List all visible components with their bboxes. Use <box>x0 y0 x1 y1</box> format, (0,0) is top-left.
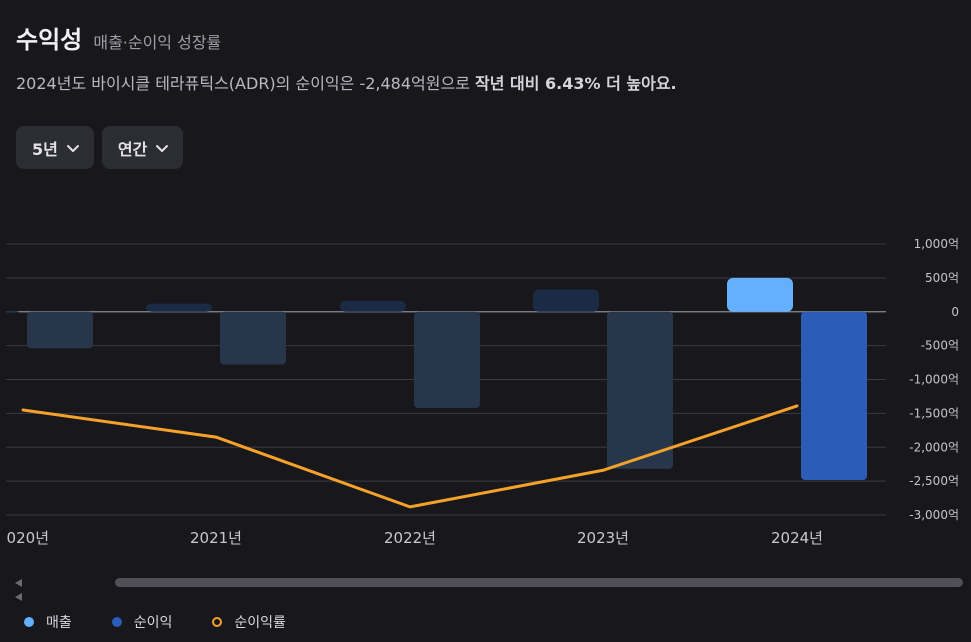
net-income-bar <box>801 311 867 481</box>
summary-prefix: 2024년도 바이시클 테라퓨틱스(ADR)의 순이익은 -2,484억원으로 <box>16 74 475 93</box>
legend-item-net-income: 순이익 <box>111 612 173 632</box>
revenue-bar <box>6 311 19 314</box>
y-tick-label: 0 <box>951 305 959 319</box>
summary-highlight: 작년 대비 6.43% 더 높아요. <box>475 74 677 93</box>
profitability-chart: 1,000억 500억 0 -500억 -1,000억 -1,500억 -2,000억 -2,… <box>0 237 959 547</box>
net-margin-line <box>21 404 799 509</box>
plot-area: 2020년 2021년 2022년 2023년 2024년 <box>0 277 867 547</box>
legend-item-net-margin: 순이익률 <box>212 612 286 632</box>
net-income-bar <box>414 311 480 408</box>
chart-legend: 매출 순이익 순이익률 <box>24 612 326 632</box>
x-tick-label: 2024년 <box>771 529 823 547</box>
y-tick-label: 500억 <box>925 271 959 285</box>
legend-label-net-margin: 순이익률 <box>234 615 286 631</box>
net-income-dot-icon <box>111 617 122 627</box>
x-tick-label: 2022년 <box>384 529 436 547</box>
y-tick-label: -500억 <box>921 339 959 353</box>
y-tick-label: -3,000억 <box>909 508 959 522</box>
legend-label-net-income: 순이익 <box>133 615 173 631</box>
revenue-bar <box>727 277 793 312</box>
summary-text: 2024년도 바이시클 테라퓨틱스(ADR)의 순이익은 -2,484억원으로 … <box>16 70 677 94</box>
net-income-bar <box>27 311 93 349</box>
section-title: 수익성 <box>16 26 83 54</box>
chevron-down-icon <box>156 144 169 152</box>
section-subtitle: 매출·순이익 성장률 <box>93 33 222 52</box>
revenue-bar <box>340 300 406 312</box>
net-margin-ring-icon <box>212 617 223 627</box>
period-dropdown-label: 5년 <box>32 139 58 159</box>
x-tick-label: 2021년 <box>190 529 242 547</box>
y-tick-label: 1,000억 <box>914 237 959 251</box>
y-tick-label: -2,500억 <box>909 474 959 488</box>
chart-scrollbar[interactable] <box>115 578 963 587</box>
filter-controls: 5년 연간 <box>16 126 184 169</box>
legend-item-revenue: 매출 <box>24 612 72 632</box>
x-tick-label: 2020년 <box>0 529 49 547</box>
section-header: 수익성 매출·순이익 성장률 <box>16 20 221 55</box>
x-tick-label: 2023년 <box>577 529 629 547</box>
revenue-bar <box>146 303 212 312</box>
frequency-dropdown[interactable]: 연간 <box>101 126 184 169</box>
revenue-bar <box>533 289 599 312</box>
scroll-left-icon[interactable] <box>10 576 24 604</box>
net-income-bar <box>607 311 673 469</box>
y-tick-label: -1,000억 <box>909 373 959 387</box>
legend-label-revenue: 매출 <box>46 615 72 631</box>
frequency-dropdown-label: 연간 <box>117 139 148 159</box>
net-income-bar <box>220 311 286 365</box>
period-dropdown[interactable]: 5년 <box>16 126 94 169</box>
chevron-down-icon <box>66 144 79 152</box>
y-tick-label: -2,000억 <box>909 440 959 454</box>
revenue-dot-icon <box>24 617 34 627</box>
y-tick-label: -1,500억 <box>909 406 959 420</box>
